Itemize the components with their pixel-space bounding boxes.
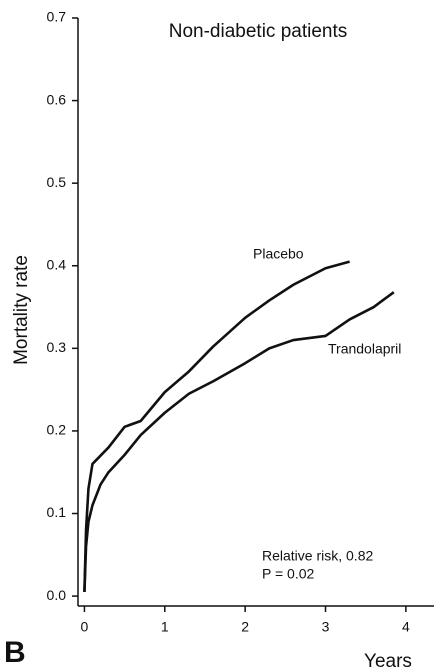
panel-label: B: [4, 636, 26, 669]
y-tick-label: 0.2: [47, 422, 67, 438]
x-tick-label: 0: [81, 619, 89, 635]
annotation: Placebo: [253, 246, 304, 262]
chart-title: Non-diabetic patients: [169, 21, 348, 42]
x-tick-label: 2: [241, 619, 249, 635]
y-tick-label: 0.5: [47, 174, 67, 190]
annotation: Trandolapril: [328, 341, 401, 357]
x-tick-label: 3: [322, 619, 330, 635]
y-tick-label: 0.1: [47, 504, 67, 520]
annotation: P = 0.02: [262, 566, 315, 582]
x-axis-label: Years: [364, 651, 412, 672]
x-tick-label: 1: [161, 619, 169, 635]
y-tick-label: 0.6: [47, 91, 67, 107]
x-tick-label: 4: [402, 619, 410, 635]
series-line: [83, 291, 395, 593]
annotation: Relative risk, 0.82: [262, 548, 373, 564]
y-tick-label: 0.4: [47, 256, 67, 272]
y-tick-label: 0.0: [47, 587, 67, 603]
y-axis-label: Mortality rate: [11, 255, 32, 365]
y-tick-label: 0.3: [47, 339, 67, 355]
y-tick-label: 0.7: [47, 9, 67, 25]
series-line: [83, 260, 350, 592]
